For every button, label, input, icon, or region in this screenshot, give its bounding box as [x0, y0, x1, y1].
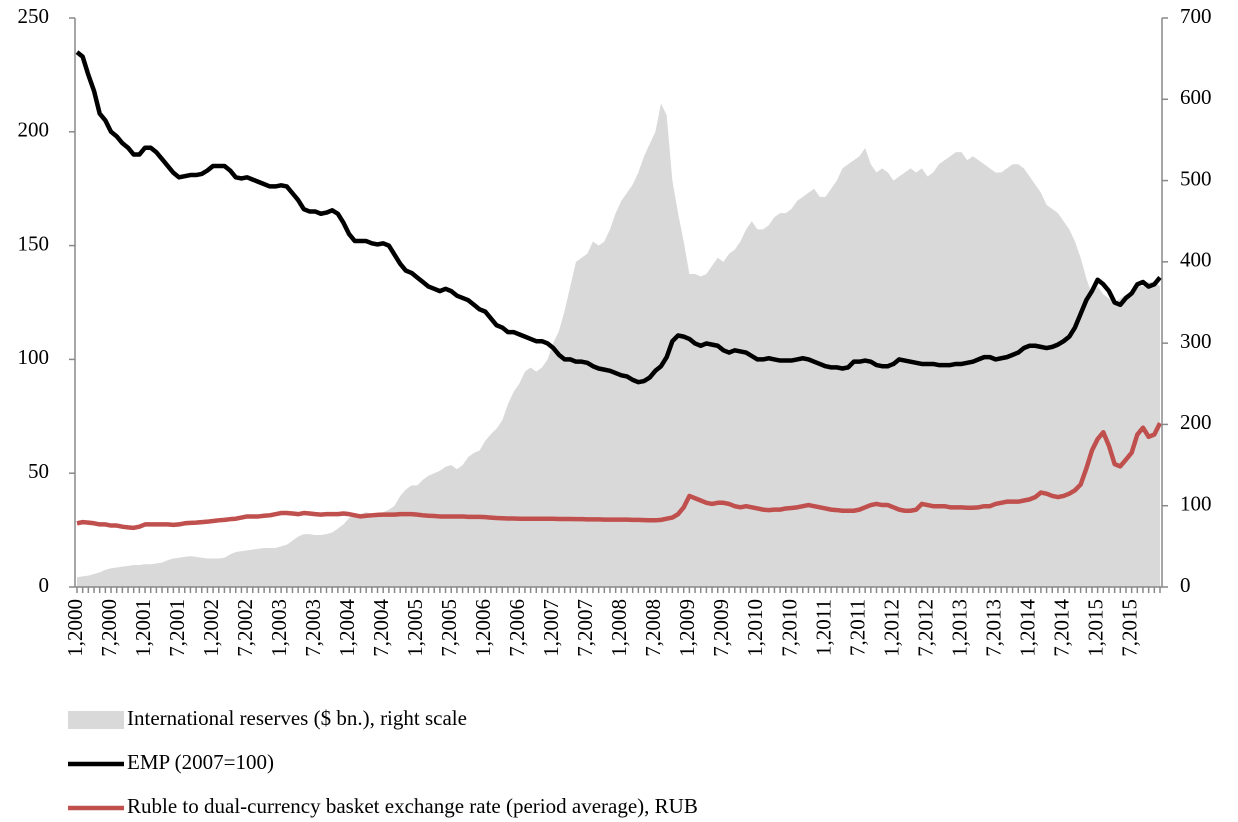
y2-tick-label: 700 [1180, 4, 1212, 28]
x-tick-label: 7,2009 [709, 599, 733, 657]
x-tick-label: 1,2013 [947, 599, 971, 657]
x-tick-label: 1,2014 [1015, 599, 1039, 657]
y-tick-label: 0 [39, 573, 50, 597]
legend-label: Ruble to dual-currency basket exchange r… [127, 794, 698, 818]
x-tick-label: 7,2000 [97, 599, 121, 657]
x-tick-label: 7,2014 [1049, 599, 1073, 657]
x-tick-label: 7,2013 [981, 599, 1005, 657]
x-tick-label: 1,2011 [811, 599, 835, 656]
y2-tick-label: 100 [1180, 492, 1212, 516]
legend: International reserves ($ bn.), right sc… [68, 706, 698, 818]
x-tick-label: 1,2015 [1083, 599, 1107, 657]
x-tick-label: 1,2007 [539, 599, 563, 657]
x-tick-label: 1,2000 [63, 599, 87, 657]
x-tick-label: 1,2004 [335, 599, 359, 657]
x-tick-label: 7,2002 [233, 599, 257, 657]
reserves-area [77, 103, 1160, 587]
x-tick-label: 1,2006 [471, 599, 495, 657]
series-line [75, 50, 1162, 385]
series-line [76, 422, 1163, 531]
x-tick-label: 1,2009 [675, 599, 699, 657]
y-tick-label: 250 [18, 4, 50, 28]
y2-tick-label: 600 [1180, 85, 1212, 109]
x-tick-label: 7,2015 [1117, 599, 1141, 657]
y2-tick-label: 0 [1180, 573, 1191, 597]
y2-tick-label: 300 [1180, 329, 1212, 353]
x-tick-label: 1,2003 [267, 599, 291, 657]
legend-label: EMP (2007=100) [127, 750, 274, 774]
y2-tick-label: 400 [1180, 248, 1212, 272]
x-tick-label: 1,2005 [403, 599, 427, 657]
x-tick-label: 7,2012 [913, 599, 937, 657]
x-tick-label: 1,2001 [131, 599, 155, 657]
x-tick-label: 1,2008 [607, 599, 631, 657]
x-tick-label: 7,2005 [437, 599, 461, 657]
x-tick-label: 7,2003 [301, 599, 325, 657]
x-tick-label: 7,2007 [573, 599, 597, 657]
y-tick-label: 50 [28, 459, 49, 483]
x-tick-label: 1,2002 [199, 599, 223, 657]
x-tick-label: 7,2001 [165, 599, 189, 657]
y2-tick-label: 200 [1180, 410, 1212, 434]
x-tick-label: 7,2008 [641, 599, 665, 657]
x-tick-label: 7,2010 [777, 599, 801, 657]
y2-tick-label: 500 [1180, 166, 1212, 190]
legend-label: International reserves ($ bn.), right sc… [127, 706, 467, 730]
y-tick-label: 100 [18, 345, 50, 369]
legend-swatch [68, 711, 124, 729]
x-tick-label: 7,2004 [369, 599, 393, 657]
x-tick-label: 1,2012 [879, 599, 903, 657]
y-tick-label: 150 [18, 231, 50, 255]
x-tick-label: 7,2006 [505, 599, 529, 657]
x-tick-label: 7,2011 [845, 599, 869, 656]
y-tick-label: 200 [18, 118, 50, 142]
x-tick-label: 1,2010 [743, 599, 767, 657]
